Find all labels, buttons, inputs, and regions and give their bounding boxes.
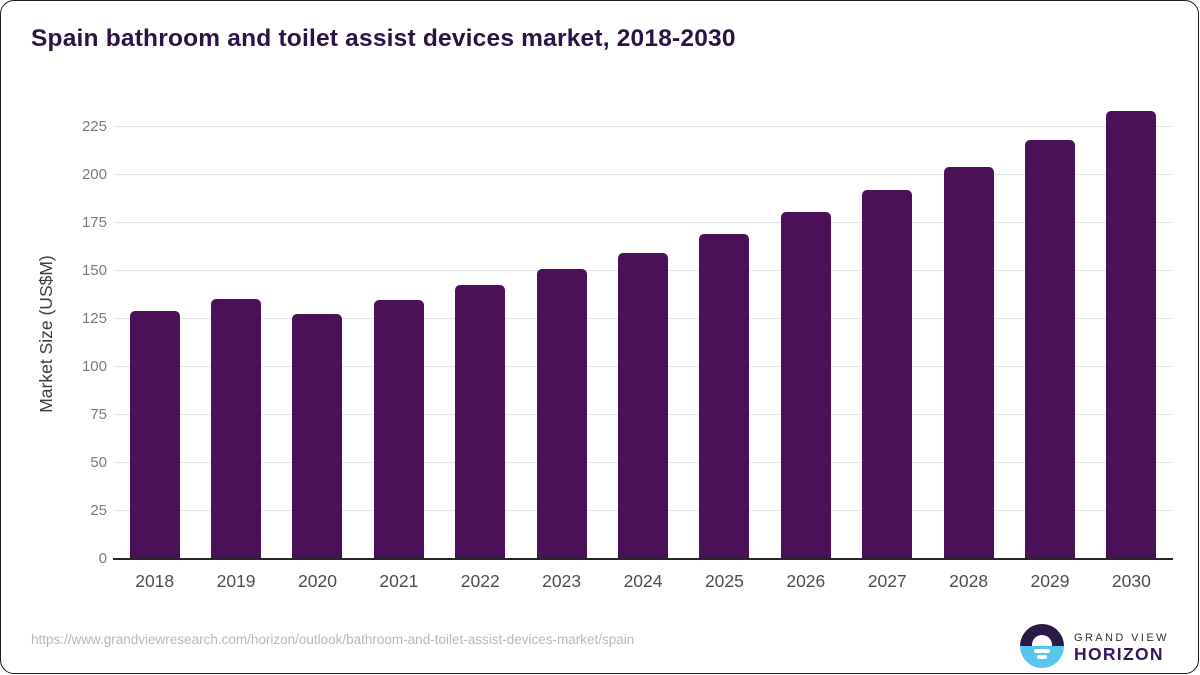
bar-slot (195, 98, 276, 559)
bar-2022[interactable] (455, 284, 506, 559)
x-tick-label: 2020 (298, 571, 337, 591)
x-tick-label: 2022 (460, 571, 500, 591)
x-tick-label: 2023 (542, 571, 582, 591)
x-tick-label: 2024 (623, 571, 663, 591)
y-tick-label: 75 (90, 405, 107, 423)
bar-slot (928, 98, 1009, 559)
gridline (114, 173, 1172, 175)
source-url: https://www.grandviewresearch.com/horizo… (31, 632, 635, 647)
bar-slot (765, 98, 846, 559)
bar-slot (358, 98, 439, 559)
y-tick-label: 150 (81, 261, 107, 279)
bar-slot (114, 98, 195, 559)
gridline (114, 125, 1172, 127)
plot-area (114, 98, 1172, 559)
y-tick-label: 175 (81, 213, 107, 231)
bar-2018[interactable] (129, 311, 180, 559)
bar-2021[interactable] (373, 299, 424, 559)
bar-2030[interactable] (1106, 111, 1157, 559)
gridline (114, 221, 1172, 223)
y-tick-label: 125 (81, 309, 107, 327)
y-tick-label: 50 (90, 453, 107, 471)
x-tick-label: 2019 (216, 571, 256, 591)
x-axis-line (113, 557, 1173, 560)
logo-text-horizon: HORIZON (1074, 644, 1164, 664)
x-tick-label: 2030 (1111, 571, 1151, 591)
y-tick-label: 0 (98, 550, 107, 567)
bar-2028[interactable] (943, 166, 994, 559)
bar-slot (1009, 98, 1090, 559)
bar-series (114, 98, 1172, 559)
bar-2023[interactable] (536, 269, 587, 559)
x-tick-label: 2029 (1030, 571, 1070, 591)
bar-slot (684, 98, 765, 559)
bar-2027[interactable] (862, 190, 913, 559)
bar-slot (277, 98, 358, 559)
page-title: Spain bathroom and toilet assist devices… (31, 25, 736, 52)
bar-2019[interactable] (211, 299, 262, 559)
y-tick-label: 25 (90, 501, 107, 519)
x-tick-label: 2027 (867, 571, 907, 591)
x-tick-label: 2018 (135, 571, 175, 591)
horizon-sun-icon (1020, 624, 1064, 668)
bar-slot (847, 98, 928, 559)
bar-2025[interactable] (699, 233, 750, 559)
bar-slot (602, 98, 683, 559)
logo-text-grand-view: GRAND VIEW (1074, 632, 1169, 644)
x-tick-label: 2021 (379, 571, 419, 591)
y-tick-label: 100 (81, 357, 107, 375)
grand-view-horizon-logo: GRAND VIEW HORIZON (1020, 623, 1190, 669)
bar-2024[interactable] (618, 252, 669, 559)
bar-2029[interactable] (1024, 140, 1075, 559)
bar-2020[interactable] (292, 313, 343, 559)
bar-slot (440, 98, 521, 559)
bar-slot (1091, 98, 1172, 559)
x-axis-tick-labels: 2018 2019 2020 2021 2022 2023 2024 2025 2026 2027… (114, 571, 1172, 592)
y-tick-label: 225 (81, 117, 107, 135)
bar-slot (521, 98, 602, 559)
x-tick-label: 2028 (949, 571, 989, 591)
bar-2026[interactable] (780, 212, 831, 559)
y-axis-tick-labels: 0 25 50 75 100 125 150 175 200 225 (1, 98, 107, 566)
x-tick-label: 2026 (786, 571, 826, 591)
x-tick-label: 2025 (704, 571, 744, 591)
y-tick-label: 200 (81, 165, 107, 183)
